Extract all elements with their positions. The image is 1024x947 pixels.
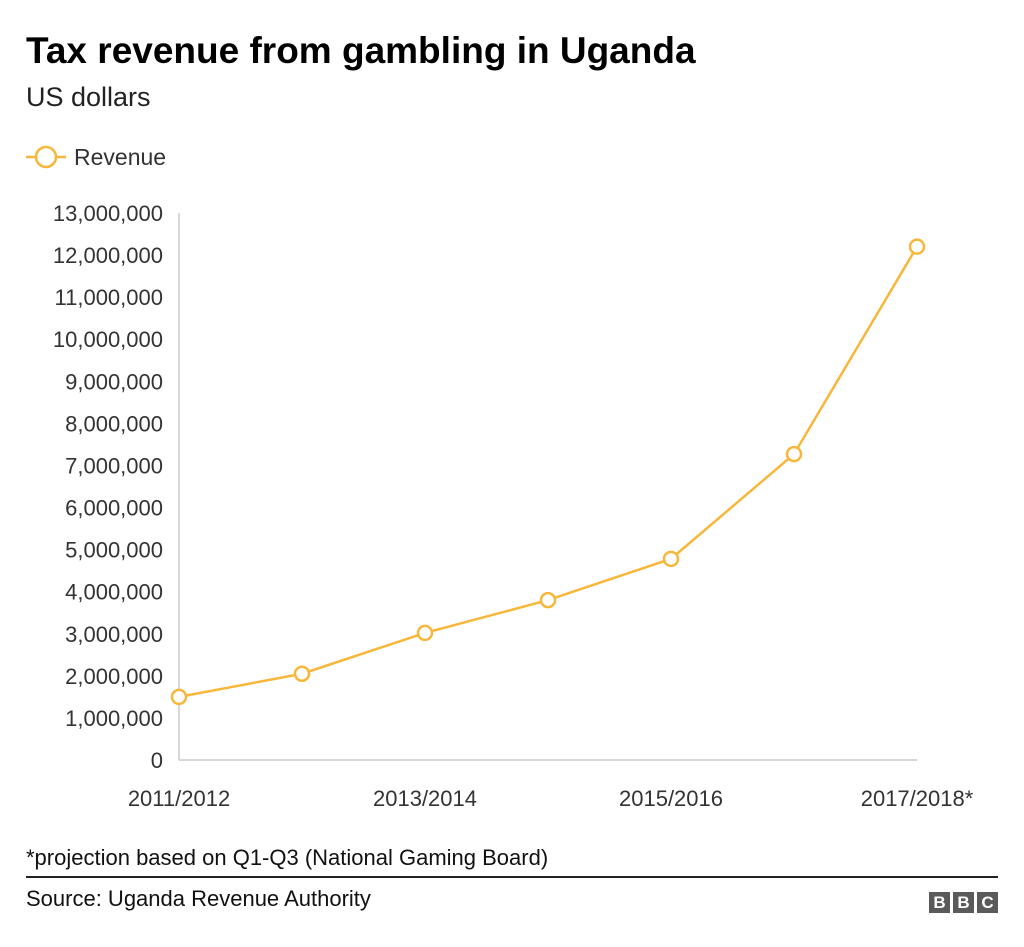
y-tick-label: 7,000,000 [65,453,163,478]
x-tick-label: 2013/2014 [373,786,477,811]
y-tick-label: 1,000,000 [65,706,163,731]
chart-title: Tax revenue from gambling in Uganda [26,30,696,71]
y-tick-label: 12,000,000 [53,243,163,268]
chart-subtitle: US dollars [26,82,151,112]
series-line [178,246,919,699]
x-tick-label: 2017/2018* [861,786,974,811]
y-tick-label: 3,000,000 [65,622,163,647]
source: Source: Uganda Revenue Authority [26,886,371,911]
footnote: *projection based on Q1-Q3 (National Gam… [26,845,549,870]
y-tick-label: 2,000,000 [65,664,163,689]
x-tick-label: 2015/2016 [619,786,723,811]
data-point [908,238,926,255]
y-tick-label: 8,000,000 [65,411,163,436]
divider [26,876,998,878]
y-tick-label: 5,000,000 [65,538,163,563]
y-tick-label: 9,000,000 [65,369,163,394]
x-tick-label: 2011/2012 [128,786,230,811]
data-point [785,445,803,463]
data-point [662,550,680,568]
y-tick-label: 10,000,000 [53,327,163,352]
y-tick-label: 4,000,000 [65,580,163,605]
y-tick-label: 6,000,000 [65,496,163,521]
y-tick-label: 13,000,000 [53,201,163,226]
data-point [293,665,311,682]
legend-label: Revenue [74,143,167,170]
data-point [170,688,188,706]
y-tick-label: 11,000,000 [55,285,163,310]
line-chart: 0 1,000,000 2,000,000 3,000,000 4,000,000 5,0… [53,201,974,811]
legend-marker-icon [26,145,66,169]
y-tick-label: 0 [151,748,163,773]
legend: Revenue [26,142,166,172]
data-point [416,624,434,642]
data-point [539,591,557,609]
